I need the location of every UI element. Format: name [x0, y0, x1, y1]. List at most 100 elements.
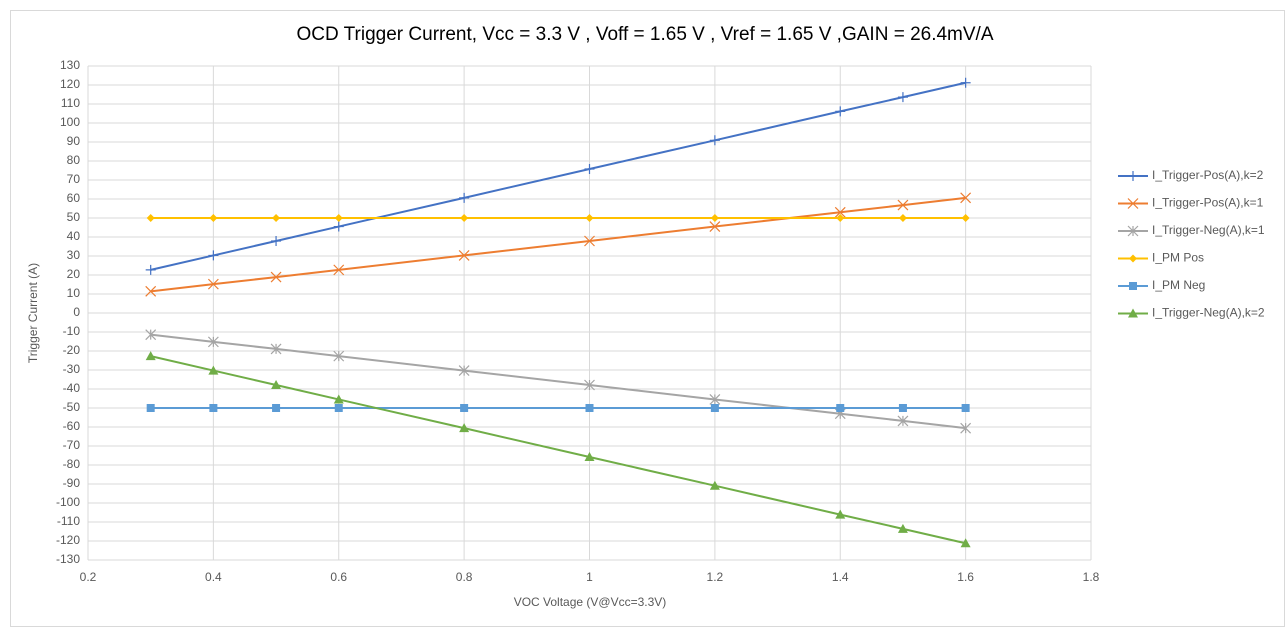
marker — [207, 278, 219, 290]
legend-label: I_Trigger-Neg(A),k=2 — [1152, 306, 1265, 320]
legend-marker — [1128, 308, 1138, 318]
y-tick-label: 30 — [67, 248, 81, 262]
y-tick-label: -40 — [63, 381, 81, 395]
x-tick-label: 1.6 — [957, 570, 974, 584]
marker — [209, 404, 218, 412]
marker — [836, 404, 845, 412]
marker — [835, 106, 846, 117]
y-tick-label: -120 — [56, 533, 80, 547]
marker — [207, 336, 219, 348]
marker — [145, 285, 157, 297]
marker — [272, 404, 281, 412]
marker — [208, 365, 219, 375]
marker — [710, 214, 719, 222]
marker — [146, 214, 155, 222]
marker — [960, 422, 972, 434]
marker — [270, 343, 282, 355]
series-line — [150, 196, 966, 293]
x-tick-label: 0.8 — [456, 570, 473, 584]
y-tick-label: 0 — [73, 305, 80, 319]
y-tick-label: -10 — [63, 324, 81, 338]
marker — [146, 404, 155, 412]
marker — [960, 77, 971, 88]
legend-marker — [1127, 198, 1139, 209]
marker — [898, 404, 907, 412]
marker — [960, 192, 972, 204]
marker — [333, 221, 344, 232]
y-tick-label: -60 — [63, 419, 81, 433]
x-axis-title: VOC Voltage (V@Vcc=3.3V) — [514, 595, 667, 609]
marker — [834, 206, 846, 218]
y-tick-label: 10 — [67, 286, 81, 300]
marker — [272, 214, 281, 222]
series-line — [150, 81, 966, 271]
legend-marker — [1129, 254, 1137, 263]
marker — [898, 214, 907, 222]
y-tick-label: 40 — [67, 229, 81, 243]
marker — [584, 235, 595, 247]
y-tick-label: -90 — [63, 476, 81, 490]
marker — [270, 271, 282, 283]
y-tick-label: 50 — [67, 210, 81, 224]
legend-label: I_PM Neg — [1152, 278, 1205, 292]
y-tick-label: 70 — [67, 172, 81, 186]
y-tick-label: 90 — [67, 134, 81, 148]
y-tick-label: 80 — [67, 153, 81, 167]
legend-marker — [1129, 282, 1137, 290]
marker — [584, 452, 595, 462]
y-tick-label: 130 — [60, 58, 80, 72]
x-tick-label: 1.2 — [707, 570, 724, 584]
marker — [584, 379, 595, 391]
y-tick-label: -20 — [63, 343, 81, 357]
marker — [897, 92, 908, 103]
marker — [333, 394, 344, 404]
marker — [585, 404, 594, 412]
y-tick-label: 60 — [67, 191, 81, 205]
marker — [897, 199, 909, 211]
marker — [961, 404, 970, 412]
x-tick-label: 1 — [586, 570, 593, 584]
legend-label: I_Trigger-Pos(A),k=2 — [1152, 168, 1264, 182]
marker — [460, 404, 469, 412]
marker — [334, 214, 343, 222]
marker — [145, 264, 156, 275]
marker — [459, 192, 470, 203]
marker — [897, 523, 908, 533]
marker — [333, 350, 345, 362]
marker — [709, 480, 720, 490]
chart-title: OCD Trigger Current, Vcc = 3.3 V , Voff … — [297, 24, 994, 45]
marker — [836, 214, 845, 222]
marker — [145, 329, 157, 341]
y-tick-label: -130 — [56, 552, 80, 566]
marker — [271, 380, 282, 390]
marker — [334, 404, 343, 412]
legend-marker — [1128, 171, 1138, 181]
legend-label: I_Trigger-Neg(A),k=1 — [1152, 223, 1265, 237]
y-tick-label: 100 — [60, 115, 80, 129]
y-tick-label: -100 — [56, 495, 80, 509]
y-tick-label: -30 — [63, 362, 81, 376]
x-tick-label: 0.2 — [80, 570, 97, 584]
x-tick-label: 1.4 — [832, 570, 849, 584]
y-tick-label: -50 — [63, 400, 81, 414]
x-tick-label: 0.4 — [205, 570, 222, 584]
marker — [459, 423, 470, 433]
legend-marker — [1127, 225, 1139, 237]
marker — [458, 250, 470, 261]
marker — [709, 394, 721, 405]
legend-label: I_PM Pos — [1152, 251, 1204, 265]
marker — [209, 214, 218, 222]
marker — [458, 365, 470, 376]
x-tick-label: 1.8 — [1083, 570, 1100, 584]
marker — [710, 404, 719, 412]
marker — [271, 235, 282, 246]
marker — [897, 415, 909, 427]
series-line — [150, 355, 966, 545]
y-tick-label: 20 — [67, 267, 81, 281]
marker — [960, 538, 971, 548]
marker — [585, 214, 594, 222]
marker — [145, 351, 156, 361]
legend-label: I_Trigger-Pos(A),k=1 — [1152, 196, 1264, 210]
y-tick-label: -110 — [57, 514, 80, 528]
